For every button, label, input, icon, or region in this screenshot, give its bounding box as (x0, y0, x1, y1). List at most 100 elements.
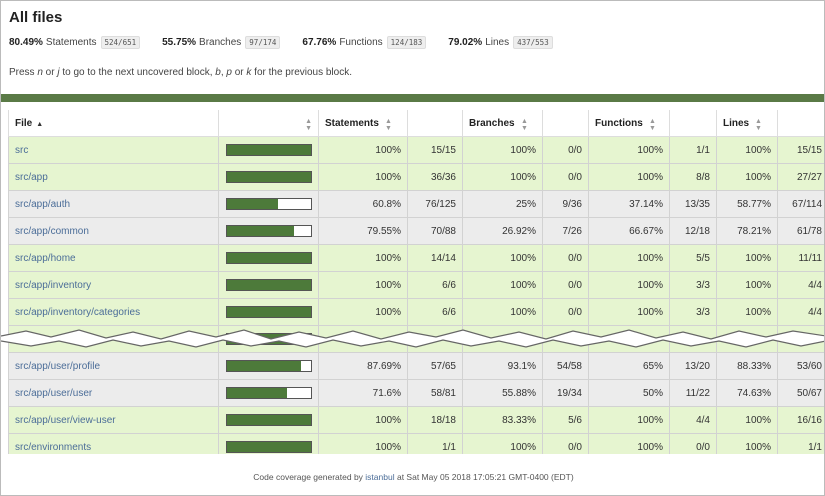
functions-pct-cell: 66.67% (588, 217, 670, 245)
column-header-lines[interactable]: Lines ▲ ▼ (716, 110, 778, 137)
table-row: src/app 100% 36/36 100% 0/0 100% 8/8 100% 27/27 (8, 163, 824, 191)
lines-pct-cell: 100% (716, 406, 778, 434)
lines-fraction-cell: 15/15 (777, 136, 824, 164)
column-header-file[interactable]: File ▲ (8, 110, 219, 137)
coverage-bar-cell (218, 163, 319, 191)
istanbul-link[interactable]: istanbul (365, 472, 395, 482)
table-row: src/app/user/profile 87.69% 57/65 93.1% 54/5… (8, 352, 824, 380)
file-cell[interactable]: src/app (8, 163, 219, 191)
coverage-bar-fill (227, 280, 311, 290)
lines-pct-cell: 100% (716, 433, 778, 454)
functions-pct-cell: 50% (588, 379, 670, 407)
column-header-lines-raw[interactable] (777, 110, 824, 137)
file-cell[interactable]: src/app/user/view-user (8, 406, 219, 434)
statements-fraction-cell: 76/125 (407, 190, 463, 218)
help-text: or (231, 67, 247, 78)
footer-text: Code coverage generated by (253, 472, 366, 482)
file-cell[interactable]: src/app/auth (8, 190, 219, 218)
lines-fraction-cell: 4/4 (777, 298, 824, 326)
summary-fraction: 437/553 (513, 36, 553, 49)
column-label: Branches (469, 117, 515, 129)
functions-pct-cell: 65% (588, 352, 670, 380)
statements-pct-cell: 100% (318, 271, 408, 299)
column-header-functions-raw[interactable] (669, 110, 717, 137)
coverage-bar (226, 171, 312, 183)
branches-fraction-cell: 0/0 (542, 298, 589, 326)
statements-fraction-cell: 6/6 (407, 298, 463, 326)
torn-edge (1, 329, 824, 348)
column-label: Statements (325, 117, 379, 129)
summary-label: Branches (199, 37, 242, 48)
file-cell[interactable]: src/app/user/user (8, 379, 219, 407)
coverage-bar (226, 441, 312, 453)
file-cell[interactable]: src (8, 136, 219, 164)
functions-pct-cell: 100% (588, 163, 670, 191)
help-text: Press (9, 67, 38, 78)
column-header-statements-raw[interactable] (407, 110, 463, 137)
lines-fraction-cell: 16/16 (777, 406, 824, 434)
lines-fraction-cell: 67/114 (777, 190, 824, 218)
statements-fraction-cell: 14/14 (407, 244, 463, 272)
column-label: File (15, 117, 33, 129)
coverage-bar-fill (227, 253, 311, 263)
coverage-bar-cell (218, 352, 319, 380)
file-cell[interactable]: src/app/common (8, 217, 219, 245)
table-row: src/app/common 79.55% 70/88 26.92% 7/26 66.67… (8, 217, 824, 245)
lines-pct-cell: 100% (716, 298, 778, 326)
column-header-pic[interactable]: ▲ ▼ (218, 110, 319, 137)
branches-pct-cell: 100% (462, 271, 543, 299)
statements-pct-cell: 100% (318, 406, 408, 434)
file-cell[interactable]: src/app/user/profile (8, 352, 219, 380)
keyboard-help: Press n or j to go to the next uncovered… (9, 67, 352, 78)
help-key: p (226, 67, 232, 78)
summary-label: Functions (339, 37, 383, 48)
statements-fraction-cell: 57/65 (407, 352, 463, 380)
help-text: for the previous block. (251, 67, 352, 78)
coverage-bar (226, 414, 312, 426)
functions-pct-cell: 100% (588, 244, 670, 272)
file-cell[interactable]: src/environments (8, 433, 219, 454)
lines-fraction-cell: 50/67 (777, 379, 824, 407)
lines-fraction-cell: 4/4 (777, 271, 824, 299)
branches-pct-cell: 100% (462, 136, 543, 164)
functions-fraction-cell: 4/4 (669, 406, 717, 434)
summary-lines: 79.02% Lines 437/553 (448, 36, 553, 49)
file-cell[interactable]: src/app/home (8, 244, 219, 272)
coverage-bar-cell (218, 136, 319, 164)
table-row: src/app/user/user 71.6% 58/81 55.88% 19/34 50… (8, 379, 824, 407)
coverage-summary: 80.49% Statements 524/651 55.75% Branche… (9, 36, 575, 49)
column-header-statements[interactable]: Statements ▲ ▼ (318, 110, 408, 137)
file-cell[interactable]: src/app/inventory/categories (8, 298, 219, 326)
branches-pct-cell: 100% (462, 244, 543, 272)
table-row: src/app/inventory/categories 100% 6/6 100% 0… (8, 298, 824, 326)
summary-branches: 55.75% Branches 97/174 (162, 36, 281, 49)
sort-icon: ▲ ▼ (385, 118, 392, 132)
help-text: or (42, 67, 58, 78)
statements-fraction-cell: 58/81 (407, 379, 463, 407)
branches-fraction-cell: 0/0 (542, 136, 589, 164)
lines-pct-cell: 58.77% (716, 190, 778, 218)
help-text: , (220, 67, 227, 78)
coverage-bar-cell (218, 433, 319, 454)
branches-pct-cell: 55.88% (462, 379, 543, 407)
coverage-bar (226, 306, 312, 318)
branches-fraction-cell: 5/6 (542, 406, 589, 434)
column-header-functions[interactable]: Functions ▲ ▼ (588, 110, 670, 137)
coverage-status-bar (1, 94, 824, 102)
coverage-bar (226, 252, 312, 264)
lines-pct-cell: 78.21% (716, 217, 778, 245)
functions-pct-cell: 100% (588, 271, 670, 299)
column-label: Functions (595, 117, 643, 129)
lines-fraction-cell: 11/11 (777, 244, 824, 272)
lines-fraction-cell: 61/78 (777, 217, 824, 245)
table-header-row: File ▲ ▲ ▼ Statements ▲ ▼ Branches ▲ ▼ Functio… (8, 110, 824, 137)
column-header-branches-raw[interactable] (542, 110, 589, 137)
table-row: src/app/user/view-user 100% 18/18 83.33% 5/6… (8, 406, 824, 434)
help-key: n (37, 67, 43, 78)
lines-fraction-cell: 53/60 (777, 352, 824, 380)
column-header-branches[interactable]: Branches ▲ ▼ (462, 110, 543, 137)
table-row: src/app/auth 60.8% 76/125 25% 9/36 37.14% 13/3… (8, 190, 824, 218)
coverage-bar-fill (227, 388, 288, 398)
file-cell[interactable]: src/app/inventory (8, 271, 219, 299)
